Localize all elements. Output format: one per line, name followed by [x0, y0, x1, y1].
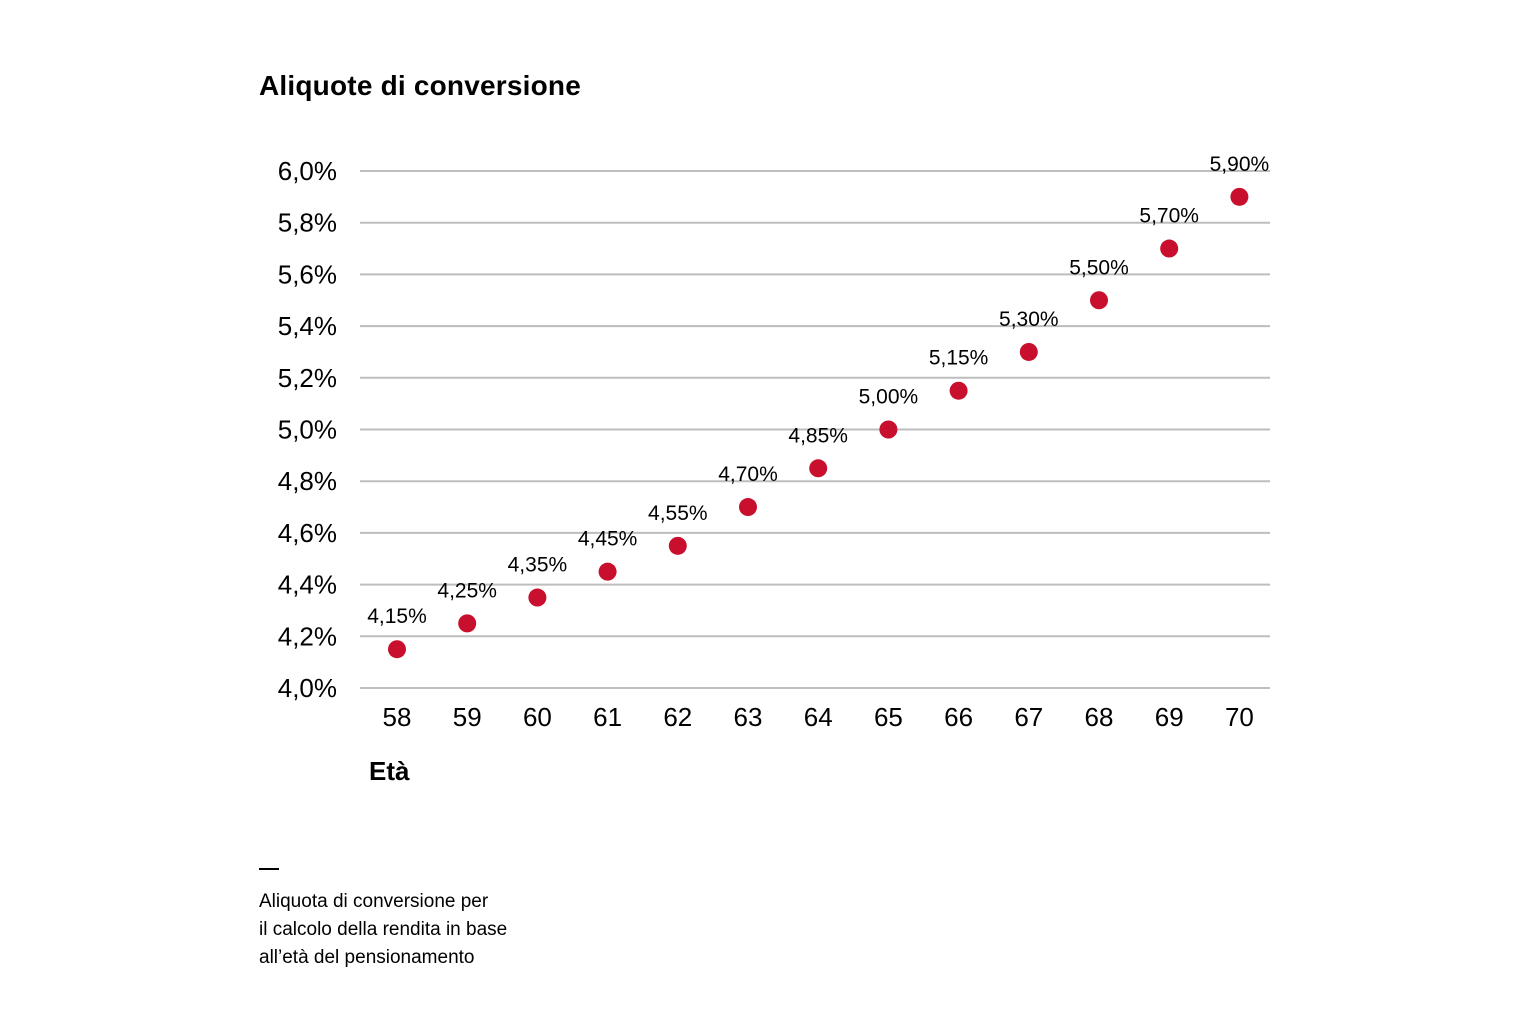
- x-tick-label: 59: [453, 702, 482, 732]
- data-point: [388, 640, 406, 659]
- x-tick-label: 65: [874, 702, 903, 732]
- y-tick-label: 4,8%: [278, 466, 337, 496]
- y-tick-label: 5,8%: [278, 208, 337, 238]
- data-label: 5,50%: [1069, 256, 1129, 279]
- footnote-line-3: all’età del pensionamento: [259, 947, 475, 968]
- footnote: Aliquota di conversione per il calcolo d…: [259, 868, 507, 972]
- data-point: [1230, 187, 1249, 206]
- data-label: 4,85%: [788, 424, 848, 447]
- data-point: [598, 562, 617, 581]
- y-tick-label: 5,0%: [278, 415, 337, 445]
- y-tick-label: 4,0%: [278, 673, 337, 703]
- x-tick-label: 69: [1155, 702, 1184, 732]
- data-label: 5,15%: [929, 347, 989, 370]
- x-axis-label: Età: [369, 756, 410, 786]
- x-tick-label: 58: [383, 702, 412, 732]
- data-point: [1090, 291, 1108, 310]
- y-tick-label: 5,4%: [278, 311, 337, 341]
- y-tick-label: 6,0%: [278, 156, 337, 186]
- data-point: [809, 459, 828, 478]
- x-tick-label: 61: [593, 702, 622, 732]
- x-tick-label: 70: [1225, 702, 1254, 732]
- y-tick-label: 4,4%: [278, 570, 337, 600]
- x-tick-label: 66: [944, 702, 973, 732]
- data-point: [739, 498, 757, 517]
- x-tick-label: 68: [1085, 702, 1114, 732]
- data-label: 4,35%: [508, 554, 568, 577]
- footnote-line-2: il calcolo della rendita in base: [259, 919, 508, 940]
- y-tick-label: 5,2%: [278, 363, 337, 393]
- y-tick-label: 4,6%: [278, 518, 337, 548]
- data-label: 5,70%: [1139, 205, 1199, 228]
- x-tick-label: 64: [804, 702, 833, 732]
- x-tick-label: 62: [663, 702, 692, 732]
- data-label: 4,55%: [648, 502, 708, 525]
- data-label: 4,25%: [437, 579, 497, 602]
- data-point: [668, 536, 687, 555]
- data-label: 5,30%: [999, 308, 1059, 331]
- x-tick-label: 60: [523, 702, 552, 732]
- data-point: [1019, 342, 1038, 361]
- x-tick-label: 63: [734, 702, 763, 732]
- data-label: 4,15%: [367, 605, 427, 628]
- data-label: 4,70%: [718, 463, 778, 486]
- y-tick-label: 5,6%: [278, 259, 337, 289]
- data-point: [1160, 239, 1179, 258]
- y-tick-label: 4,2%: [278, 621, 337, 651]
- data-label: 4,45%: [578, 528, 638, 551]
- footnote-dash: [259, 868, 279, 870]
- footnote-line-1: Aliquota di conversione per: [259, 891, 489, 912]
- data-label: 5,90%: [1210, 153, 1270, 176]
- chart-title: Aliquote di conversione: [259, 70, 581, 101]
- data-point: [528, 588, 547, 607]
- data-point: [879, 420, 898, 439]
- data-point: [949, 381, 968, 400]
- data-label: 5,00%: [859, 386, 919, 409]
- data-point: [458, 614, 477, 633]
- x-tick-label: 67: [1014, 702, 1043, 732]
